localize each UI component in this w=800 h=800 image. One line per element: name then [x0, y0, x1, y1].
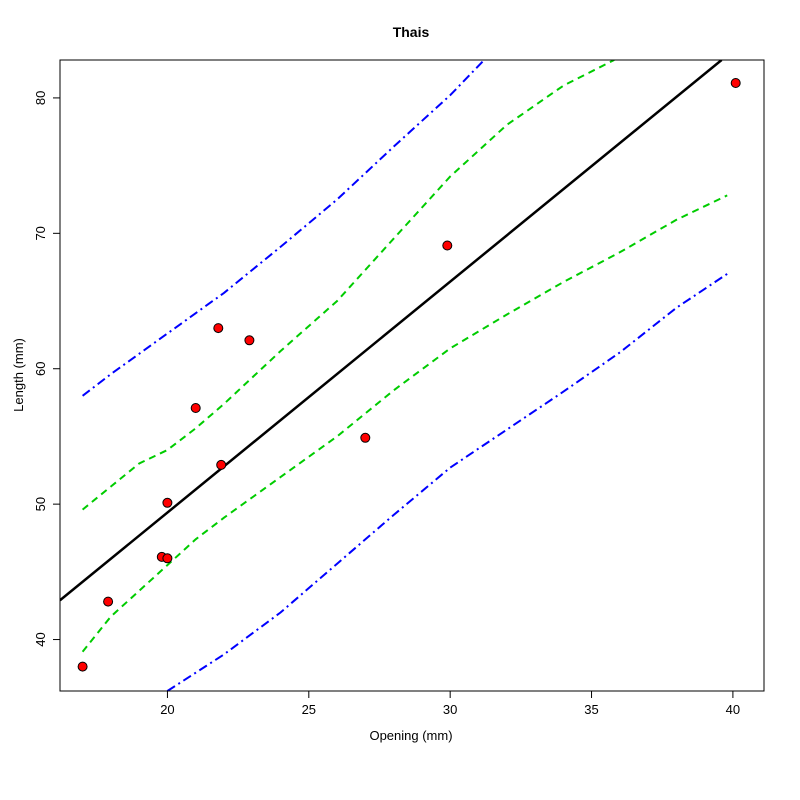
data-point — [162, 553, 173, 564]
plot-frame — [59, 59, 765, 692]
y-tick-label: 50 — [33, 497, 48, 511]
data-point — [730, 78, 741, 88]
confidence-band-lower-line — [81, 194, 728, 653]
x-tick-label: 20 — [160, 702, 174, 717]
prediction-band-upper-line — [81, 60, 485, 397]
x-tick-label: 40 — [726, 702, 740, 717]
data-point — [360, 432, 371, 443]
data-point — [216, 459, 227, 470]
data-point — [103, 596, 114, 607]
data-point — [213, 323, 224, 334]
plot-area — [60, 60, 741, 691]
y-tick-label: 60 — [33, 361, 48, 375]
prediction-band-lower-line — [166, 273, 728, 691]
x-axis: 20 25 30 35 40 — [160, 691, 740, 717]
y-tick-label: 40 — [33, 632, 48, 646]
data-point — [77, 661, 88, 672]
x-tick-label: 25 — [302, 702, 316, 717]
y-tick-label: 70 — [33, 226, 48, 240]
confidence-band-upper-line — [81, 60, 615, 511]
fit-line — [60, 60, 723, 602]
data-point — [244, 335, 255, 346]
chart-title: Thais — [393, 24, 430, 40]
data-point — [162, 497, 173, 508]
y-axis-label: Length (mm) — [11, 338, 26, 412]
data-point — [190, 403, 201, 413]
x-tick-label: 30 — [443, 702, 457, 717]
y-tick-label: 80 — [33, 91, 48, 105]
data-point — [442, 240, 453, 251]
x-tick-label: 35 — [584, 702, 598, 717]
x-axis-label: Opening (mm) — [369, 728, 452, 743]
y-axis: 40 50 60 70 80 — [33, 91, 60, 647]
